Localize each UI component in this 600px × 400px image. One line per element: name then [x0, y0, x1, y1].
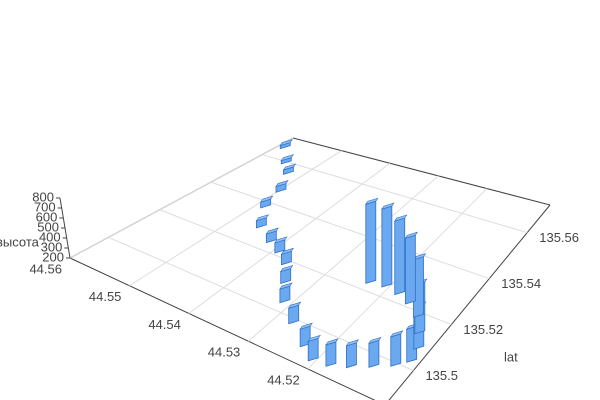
- floor-edge: [292, 137, 551, 206]
- bar-top: [299, 322, 313, 330]
- y-tick-label: 135.56: [539, 230, 579, 245]
- grid-line: [69, 137, 294, 259]
- x-tick-label: 44.54: [148, 317, 181, 332]
- z-tick-label: 500: [37, 219, 59, 234]
- grid-line: [247, 175, 439, 342]
- bar-top: [259, 195, 274, 203]
- bar: [394, 217, 406, 296]
- z-tick-label: 800: [32, 189, 54, 204]
- bar: [404, 234, 416, 305]
- bar-top: [325, 338, 339, 346]
- x-tick-label: 44.56: [29, 261, 62, 276]
- bar: [307, 337, 319, 362]
- bar-top: [275, 180, 289, 188]
- x-tick-label: 44.52: [267, 372, 300, 387]
- grid-line: [188, 162, 391, 314]
- bar-top: [307, 334, 321, 342]
- grid-line: [262, 154, 528, 234]
- bar: [365, 200, 377, 284]
- bar-top: [274, 236, 288, 244]
- bar-top: [279, 264, 294, 273]
- grid-line: [129, 150, 342, 287]
- bar-top: [282, 163, 297, 171]
- bar: [368, 339, 380, 368]
- z-axis-title: высота: [0, 234, 40, 249]
- bar-top: [345, 339, 360, 347]
- bar-top: [265, 227, 280, 235]
- bar: [346, 342, 357, 369]
- y-tick-label: 135.52: [463, 322, 503, 337]
- bar-top: [279, 282, 293, 290]
- bar-top: [390, 330, 404, 338]
- z-tick-label: 600: [36, 209, 58, 224]
- bar-top: [381, 202, 395, 210]
- z-tick-label: 400: [39, 229, 61, 244]
- bar-top: [287, 301, 302, 309]
- bar: [325, 341, 337, 367]
- z-tick-label: 200: [42, 249, 64, 264]
- x-tick-label: 44.55: [89, 289, 122, 304]
- bar-top: [280, 154, 294, 162]
- bar-top: [279, 139, 293, 147]
- grid-line: [108, 236, 414, 371]
- bar: [381, 205, 393, 288]
- grid-line: [159, 209, 452, 326]
- bar-top: [394, 214, 408, 222]
- x-tick-label: 44.53: [208, 345, 241, 360]
- floor-edge: [388, 204, 551, 400]
- floor-edge: [69, 257, 376, 400]
- z-tick-label: 700: [34, 199, 56, 214]
- bar-top: [404, 231, 419, 239]
- bar: [390, 333, 402, 367]
- y-tick-label: 135.5: [425, 368, 458, 383]
- z-tick-label: 300: [41, 239, 63, 254]
- bar-top: [255, 214, 270, 222]
- grid-line: [210, 181, 490, 280]
- y-axis-title: lat: [504, 349, 518, 364]
- y-tick-label: 135.54: [501, 276, 541, 291]
- bar-top: [280, 247, 295, 255]
- bar-top: [365, 197, 379, 205]
- bar-top: [368, 336, 382, 344]
